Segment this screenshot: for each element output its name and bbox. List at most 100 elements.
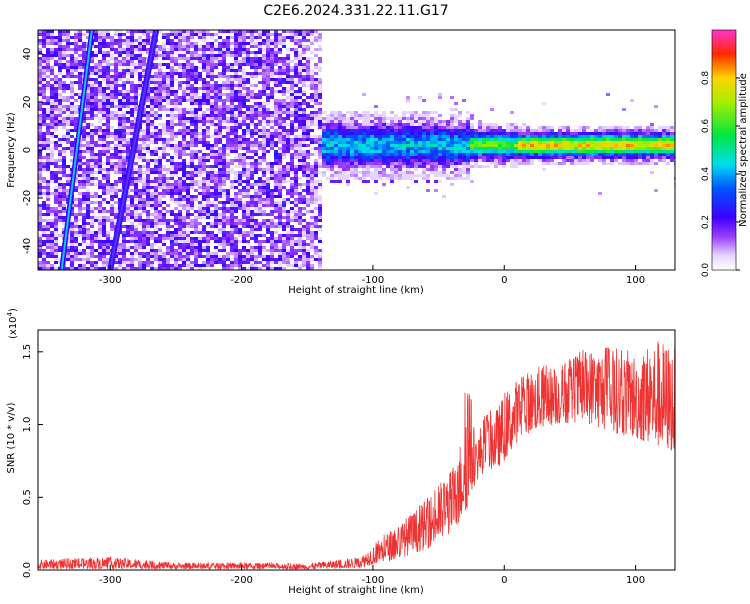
heatmap-cell	[302, 129, 306, 132]
heatmap-cell	[206, 42, 210, 45]
heatmap-cell	[374, 120, 378, 123]
heatmap-cell	[330, 180, 334, 183]
heatmap-cell	[82, 192, 86, 195]
heatmap-cell	[202, 33, 206, 36]
heatmap-cell	[262, 138, 266, 141]
heatmap-cell	[210, 36, 214, 39]
heatmap-cell	[94, 240, 98, 243]
heatmap-cell	[282, 186, 286, 189]
heatmap-cell	[310, 51, 314, 54]
heatmap-cell	[50, 57, 54, 60]
heatmap-cell	[210, 33, 214, 36]
heatmap-cell	[74, 108, 78, 111]
heatmap-cell	[110, 102, 114, 105]
heatmap-cell	[234, 225, 238, 228]
heatmap-cell	[202, 60, 206, 63]
heatmap-cell	[286, 141, 290, 144]
heatmap-cell	[102, 225, 106, 228]
heatmap-cell	[262, 120, 266, 123]
heatmap-cell	[250, 231, 254, 234]
heatmap-cell	[310, 87, 314, 90]
heatmap-cell	[314, 48, 318, 51]
heatmap-cell	[226, 93, 230, 96]
heatmap-cell	[362, 120, 366, 123]
heatmap-cell	[86, 102, 90, 105]
heatmap-cell	[110, 54, 114, 57]
heatmap-cell	[62, 111, 66, 114]
heatmap-cell	[138, 240, 142, 243]
heatmap-cell	[194, 210, 198, 213]
heatmap-cell	[266, 114, 270, 117]
heatmap-cell	[366, 138, 370, 141]
heatmap-cell	[186, 234, 190, 237]
heatmap-cell	[246, 150, 250, 153]
heatmap-cell	[70, 114, 74, 117]
heatmap-cell	[270, 96, 274, 99]
heatmap-cell	[262, 84, 266, 87]
heatmap-cell	[278, 111, 282, 114]
heatmap-cell	[102, 114, 106, 117]
heatmap-cell	[158, 90, 162, 93]
heatmap-cell	[78, 258, 82, 261]
heatmap-cell	[294, 213, 298, 216]
heatmap-cell	[90, 57, 94, 60]
heatmap-cell	[210, 90, 214, 93]
heatmap-cell	[258, 57, 262, 60]
heatmap-cell	[150, 171, 154, 174]
heatmap-cell	[290, 75, 294, 78]
heatmap-cell	[174, 144, 178, 147]
heatmap-cell	[170, 210, 174, 213]
heatmap-cell	[182, 96, 186, 99]
heatmap-cell	[302, 117, 306, 120]
heatmap-cell	[202, 162, 206, 165]
heatmap-cell	[206, 195, 210, 198]
heatmap-cell	[238, 87, 242, 90]
heatmap-cell	[302, 231, 306, 234]
heatmap-cell	[38, 69, 42, 72]
heatmap-cell	[106, 84, 110, 87]
heatmap-cell	[174, 63, 178, 66]
heatmap-cell	[78, 249, 82, 252]
heatmap-cell	[210, 195, 214, 198]
heatmap-cell	[158, 78, 162, 81]
heatmap-cell	[318, 123, 322, 126]
heatmap-cell	[318, 180, 322, 183]
heatmap-cell	[262, 153, 266, 156]
heatmap-cell	[246, 111, 250, 114]
heatmap-cell	[262, 135, 266, 138]
heatmap-cell	[278, 105, 282, 108]
heatmap-cell	[74, 45, 78, 48]
heatmap-cell	[102, 147, 106, 150]
heatmap-cell	[166, 222, 170, 225]
heatmap-cell	[314, 249, 318, 252]
heatmap-cell	[250, 195, 254, 198]
heatmap-cell	[402, 171, 406, 174]
heatmap-cell	[354, 177, 358, 180]
heatmap-cell	[74, 120, 78, 123]
heatmap-cell	[286, 174, 290, 177]
heatmap-cell	[226, 240, 230, 243]
heatmap-cell	[370, 177, 374, 180]
heatmap-cell	[286, 144, 290, 147]
heatmap-cell	[242, 48, 246, 51]
heatmap-cell	[394, 150, 398, 153]
heatmap-cell	[86, 135, 90, 138]
heatmap-cell	[70, 207, 74, 210]
heatmap-cell	[198, 249, 202, 252]
heatmap-cell	[238, 123, 242, 126]
heatmap-cell	[146, 183, 150, 186]
heatmap-cell	[74, 117, 78, 120]
heatmap-cell	[174, 114, 178, 117]
heatmap-cell	[242, 174, 246, 177]
heatmap-cell	[398, 159, 402, 162]
heatmap-cell	[310, 192, 314, 195]
heatmap-cell	[398, 123, 402, 126]
heatmap-cell	[278, 84, 282, 87]
heatmap-cell	[150, 159, 154, 162]
heatmap-cell	[222, 177, 226, 180]
heatmap-cell	[118, 252, 122, 255]
heatmap-cell	[170, 75, 174, 78]
heatmap-cell	[310, 267, 314, 270]
heatmap-cell	[238, 42, 242, 45]
heatmap-cell	[386, 147, 390, 150]
